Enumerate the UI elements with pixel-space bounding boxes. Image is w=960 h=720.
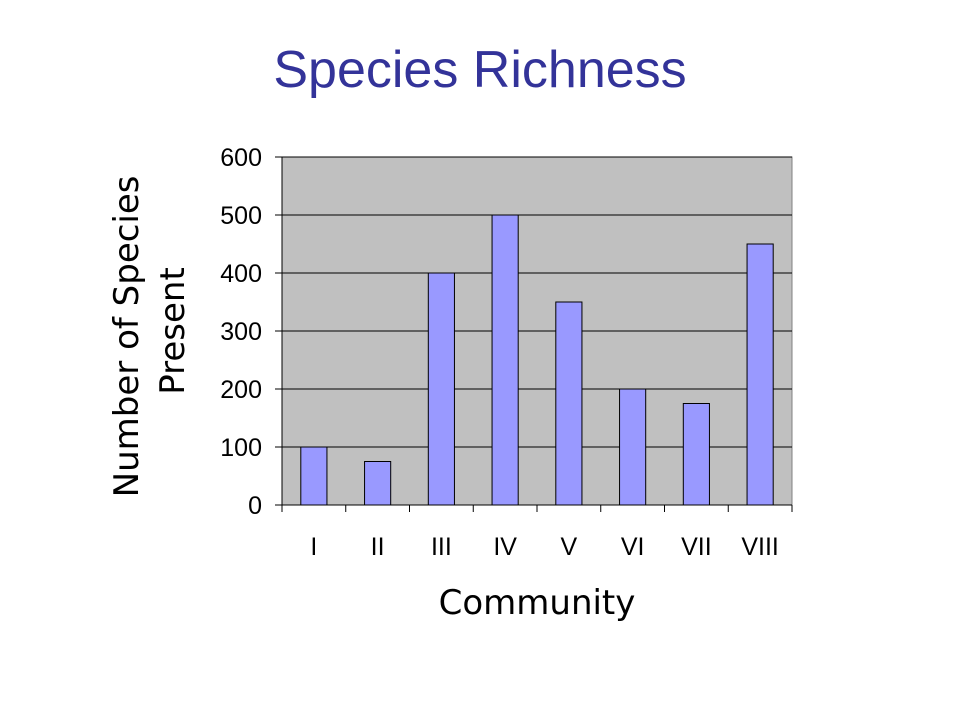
x-tick-label: III: [431, 533, 452, 561]
gridlines: [282, 156, 792, 448]
x-tick-label: IV: [493, 533, 517, 561]
x-tick-label: VII: [681, 533, 712, 561]
x-axis: I II III IV V VI VII VIII: [281, 504, 793, 561]
y-tick-label: 500: [220, 202, 262, 230]
x-tick-label: II: [371, 533, 385, 561]
y-tick-label: 200: [220, 376, 262, 404]
bar: [364, 461, 392, 506]
y-tick-label: 600: [220, 144, 262, 172]
bar: [682, 403, 710, 506]
x-axis-title: Community: [439, 583, 636, 623]
y-tick-label: 0: [248, 492, 262, 520]
y-axis-title: Number of Species Present: [107, 165, 193, 498]
x-tick-label: VI: [621, 533, 645, 561]
x-tick-label: VIII: [741, 533, 779, 561]
y-axis-title-line-2: Present: [153, 267, 193, 395]
y-tick-label: 100: [220, 434, 262, 462]
y-axis: 0 100 200 300 400 500 600: [220, 144, 283, 520]
x-tick-label: V: [561, 533, 578, 561]
bar: [491, 214, 519, 506]
bar: [555, 301, 583, 506]
x-tick-label: I: [310, 533, 317, 561]
slide-title: Species Richness: [273, 41, 687, 99]
bar: [300, 446, 328, 506]
bars: [300, 214, 774, 506]
bar: [619, 388, 647, 506]
y-axis-title-line-1: Number of Species: [107, 175, 147, 497]
y-tick-label: 400: [220, 260, 262, 288]
bar: [746, 243, 774, 506]
y-tick-label: 300: [220, 318, 262, 346]
bar: [427, 272, 455, 506]
